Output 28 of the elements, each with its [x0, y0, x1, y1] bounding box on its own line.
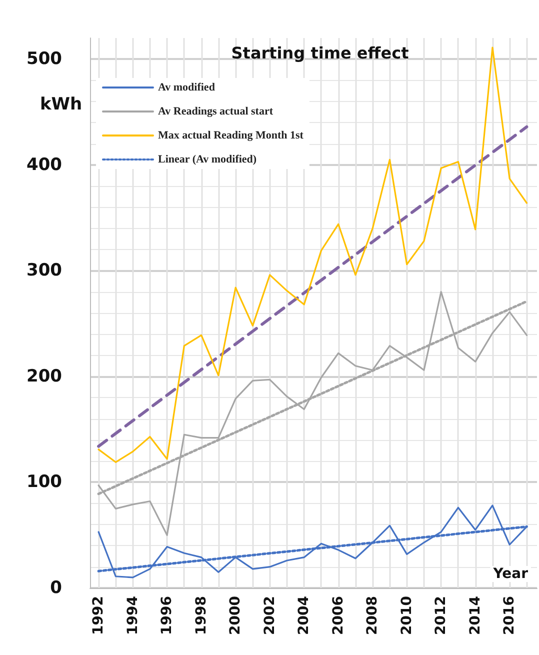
chart-title: Starting time effect: [231, 44, 410, 62]
x-tick-label: 2014: [467, 596, 484, 635]
legend-label: Av Readings actual start: [158, 106, 274, 118]
x-tick-label: 1996: [159, 596, 176, 635]
y-tick-label: 300: [26, 260, 62, 281]
line-series: [98, 46, 528, 463]
x-tick-label: 1994: [124, 596, 141, 635]
x-tick-label: 2006: [330, 596, 346, 635]
y-tick-label: 500: [26, 49, 62, 70]
x-tick-label: 2008: [364, 596, 381, 635]
y-tick-label: 0: [50, 578, 62, 598]
x-tick-label: 2012: [433, 596, 450, 635]
x-tick-label: 1992: [90, 596, 107, 635]
x-tick-label: 1998: [193, 596, 210, 635]
legend-label: Max actual Reading Month 1st: [158, 130, 304, 142]
x-tick-label: 2004: [296, 596, 312, 635]
legend-label: Linear (Av modified): [158, 154, 257, 166]
x-tick-label: 2002: [262, 596, 278, 635]
x-tick-label: 2016: [502, 596, 518, 635]
x-tick-label: 2010: [398, 596, 415, 635]
legend-label: Av modified: [158, 82, 215, 94]
line-series: [98, 291, 528, 536]
y-axis-title: kWh: [40, 94, 82, 114]
y-tick-label: 100: [26, 472, 62, 492]
x-axis-title: Year: [492, 566, 528, 582]
y-tick-label: 400: [26, 154, 62, 175]
x-tick-label: 2000: [228, 596, 244, 635]
y-tick-label: 200: [26, 366, 62, 386]
